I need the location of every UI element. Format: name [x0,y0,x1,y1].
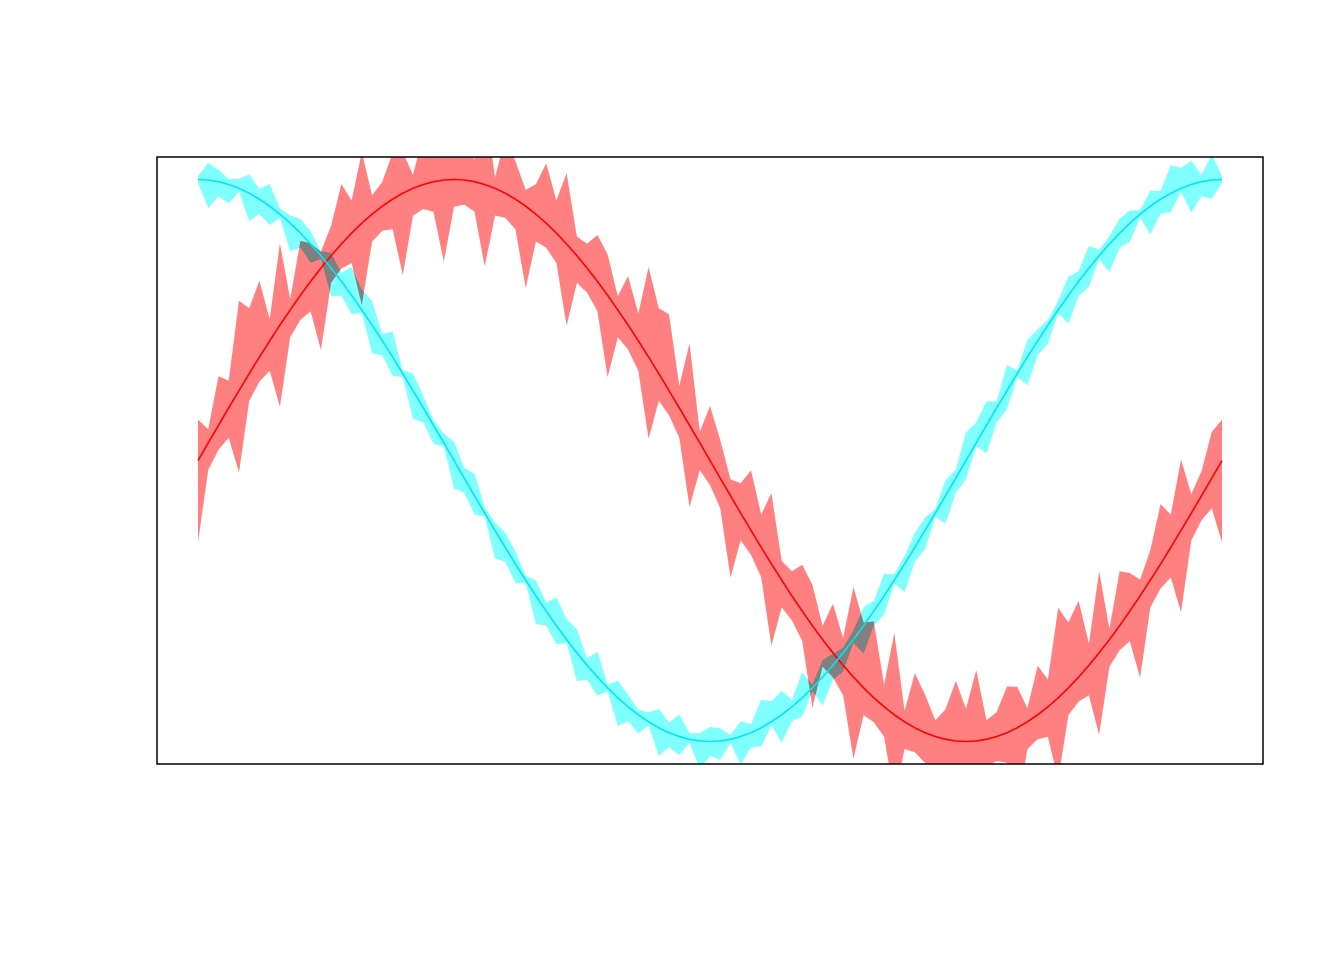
series-1-band [198,157,1222,764]
series-1-line [197,178,1223,743]
plot-frame [156,156,1264,765]
series-2-line [197,178,1223,743]
plot-area [197,157,1223,764]
